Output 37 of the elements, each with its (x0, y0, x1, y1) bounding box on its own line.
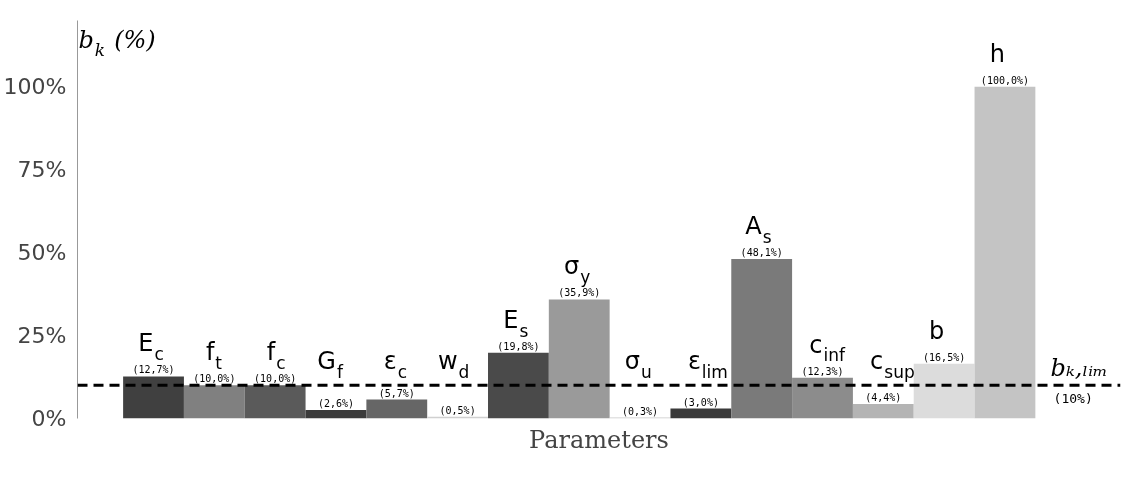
data-label: (19,8%) (497, 340, 540, 352)
bar (366, 399, 428, 419)
y-tick-label: 0% (31, 406, 67, 431)
y-tick-label: 100% (3, 74, 67, 100)
bar (548, 299, 610, 419)
y-tick-label: 25% (17, 323, 67, 349)
data-label: (0,5%) (439, 404, 476, 416)
data-label: (5,7%) (378, 387, 415, 399)
bar (488, 352, 549, 419)
data-label: (12,7%) (132, 364, 175, 376)
bar (244, 385, 306, 419)
bar (183, 385, 245, 419)
ref-line-label: bₖ,ₗᵢₘ (10%) (1050, 354, 1108, 407)
data-label: (3,0%) (682, 396, 719, 408)
y-tick-label: 75% (17, 157, 67, 183)
data-label: (0,3%) (621, 405, 659, 417)
bar (123, 376, 184, 419)
data-label: (10,0%) (254, 373, 297, 385)
bar (974, 86, 1036, 419)
data-label: (100,0%) (980, 74, 1030, 86)
bar (852, 403, 914, 419)
bar (913, 363, 975, 419)
bar (731, 258, 793, 419)
bar (670, 408, 732, 419)
data-label: (10,0%) (193, 373, 236, 385)
y-tick-label: 50% (17, 240, 67, 266)
data-label: (2,6%) (317, 397, 355, 409)
x-axis-title: Parameters (529, 425, 669, 454)
bar (305, 409, 367, 419)
data-label: (16,5%) (923, 351, 966, 363)
x-tick-label: b (928, 316, 945, 345)
data-label: (12,3%) (801, 365, 844, 377)
bar (792, 377, 853, 419)
data-label: (48,1%) (740, 246, 783, 258)
data-label: (35,9%) (558, 287, 601, 299)
x-tick-label: h (989, 39, 1005, 68)
data-label: (4,4%) (865, 391, 902, 403)
